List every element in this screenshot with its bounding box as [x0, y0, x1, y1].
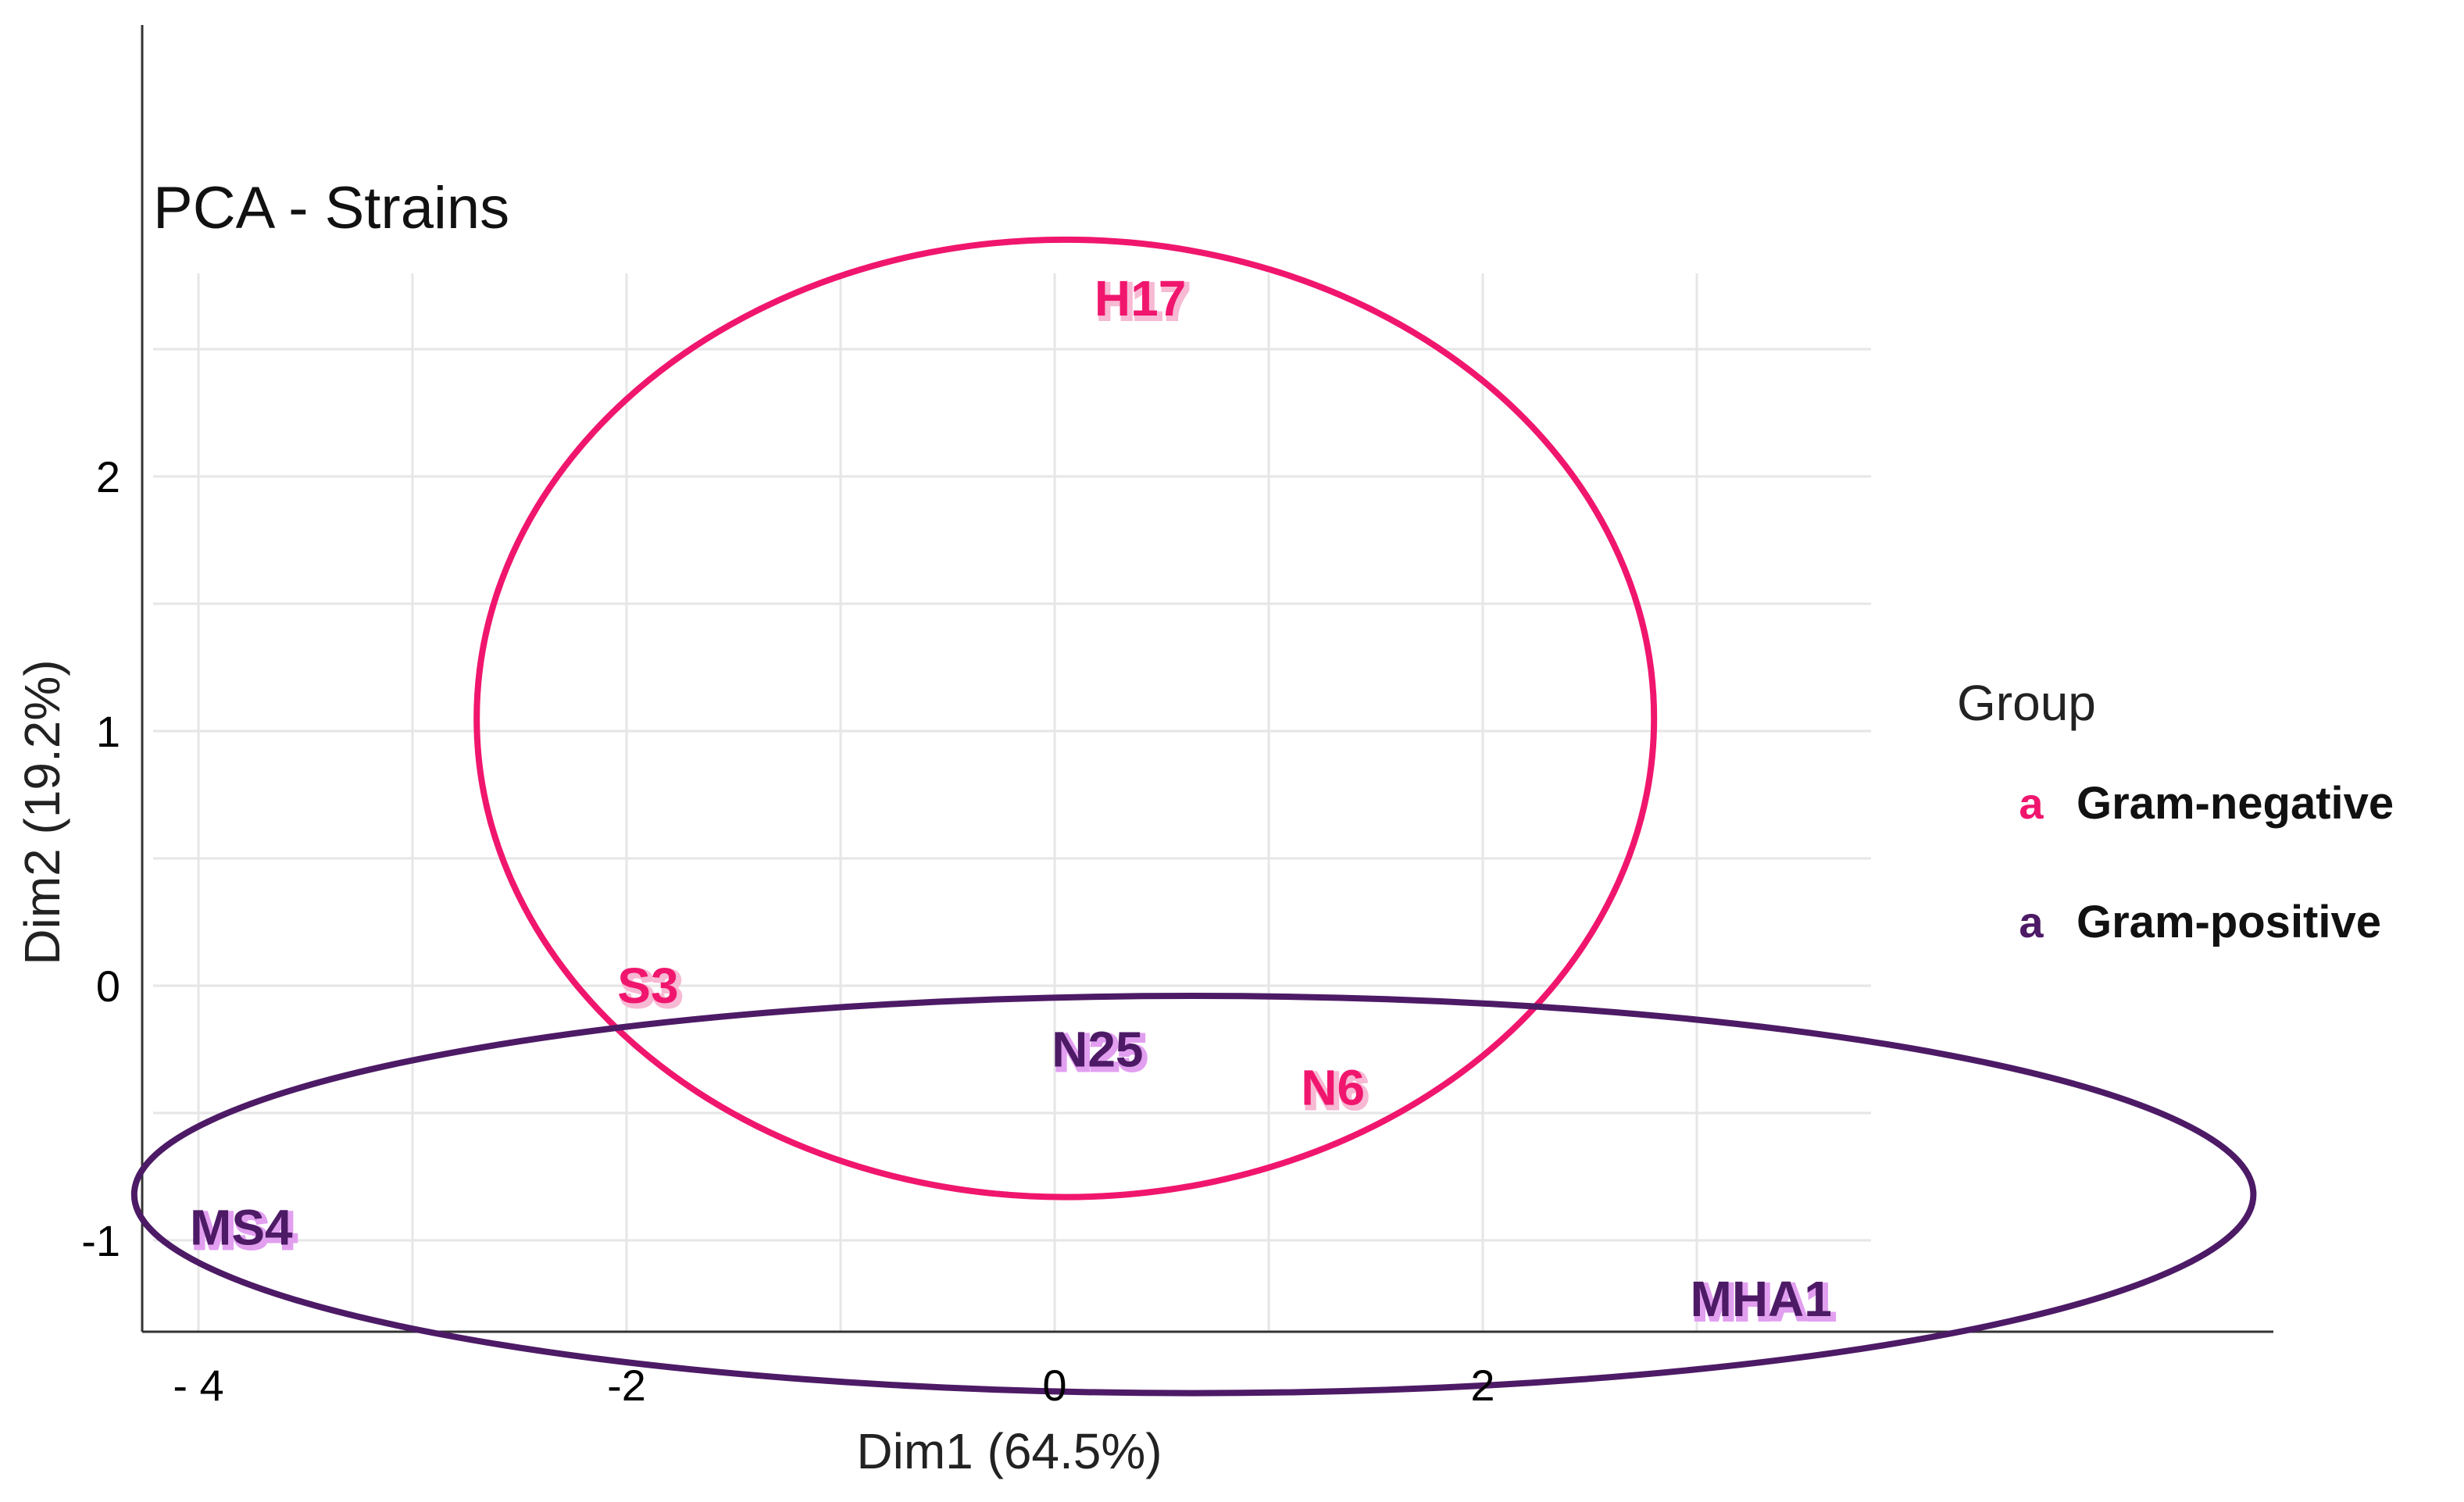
plot-title: PCA - Strains	[153, 175, 509, 241]
legend-key: a	[2019, 779, 2044, 828]
y-tick-label: 1	[96, 707, 120, 756]
confidence-ellipse	[473, 236, 1658, 1201]
point-label: MS4	[190, 1200, 293, 1256]
tick-labels: - 4 -2 0 2 2 1 0 -1	[81, 452, 1494, 1410]
point-label: MHA1	[1691, 1271, 1832, 1327]
x-tick-label: 0	[1042, 1361, 1066, 1410]
legend-label: Gram-positive	[2077, 897, 2381, 947]
x-axis-title: Dim1 (64.5%)	[856, 1423, 1162, 1479]
point-label-shadow: H17	[1098, 273, 1189, 330]
legend: Group a Gram-negative a Gram-positive	[1957, 675, 2394, 947]
confidence-ellipse	[130, 993, 2257, 1397]
point-label-shadow: MHA1	[1694, 1274, 1835, 1330]
legend-title: Group	[1957, 675, 2096, 731]
point-label-shadow: N25	[1055, 1025, 1146, 1081]
legend-entries: a Gram-negative a Gram-positive	[2019, 778, 2394, 947]
point-label-shadow: S3	[620, 961, 681, 1017]
point-label: H17	[1095, 270, 1186, 326]
y-tick-label: 2	[96, 452, 120, 501]
x-tick-label: - 4	[173, 1361, 223, 1410]
x-tick-label: -2	[607, 1361, 646, 1410]
point-label: S3	[617, 958, 678, 1014]
point-label-shadow: MS4	[193, 1203, 296, 1259]
y-axis-title: Dim2 (19.2%)	[14, 659, 70, 965]
y-tick-label: 0	[96, 961, 120, 1011]
confidence-ellipses	[130, 236, 2257, 1397]
grid-layer	[153, 273, 1871, 1332]
legend-label: Gram-negative	[2077, 778, 2394, 829]
y-tick-label: -1	[81, 1216, 120, 1265]
point-label: N25	[1052, 1022, 1143, 1078]
x-tick-label: 2	[1470, 1361, 1494, 1410]
legend-key: a	[2019, 897, 2044, 947]
point-label: N6	[1301, 1059, 1365, 1115]
point-label-shadow: N6	[1304, 1062, 1368, 1118]
